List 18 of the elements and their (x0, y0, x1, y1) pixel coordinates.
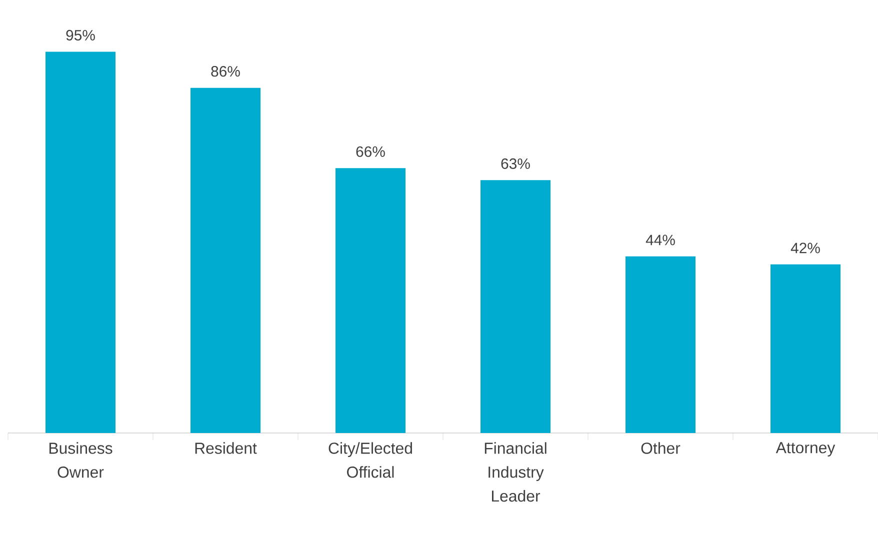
data-label: 66% (356, 146, 385, 157)
x-tick-label: City/Elected Official (328, 442, 412, 478)
bar (626, 256, 696, 433)
data-label: 86% (211, 66, 240, 77)
x-tick-label: Financial Industry Leader (484, 442, 546, 502)
bar (46, 52, 116, 433)
data-label: 44% (646, 234, 675, 246)
x-tick-label: Attorney (776, 442, 836, 456)
x-tick-label: Other (641, 442, 680, 454)
bar (336, 168, 406, 433)
bar (480, 180, 551, 433)
x-tick-label: Resident (195, 442, 257, 454)
bar (770, 264, 841, 433)
data-label: 63% (501, 158, 530, 169)
data-label: 95% (66, 30, 95, 41)
bar (190, 88, 261, 433)
x-tick-label: Business Owner (49, 442, 112, 478)
data-label: 42% (790, 242, 820, 254)
